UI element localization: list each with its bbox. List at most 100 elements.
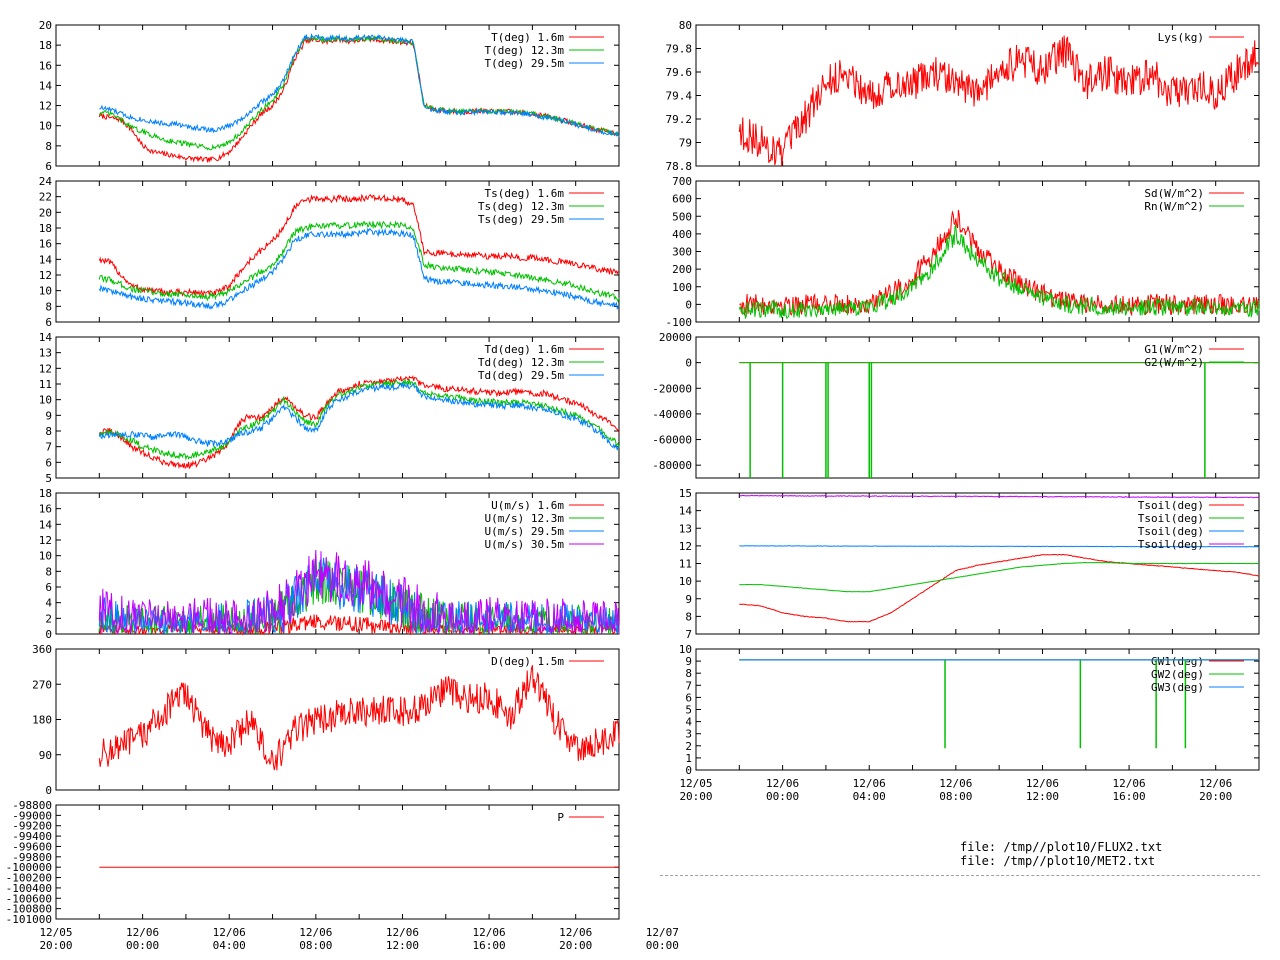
- y-tick-label: 79.6: [666, 66, 693, 79]
- y-tick-label: 10: [679, 575, 692, 588]
- series-line: [739, 494, 1260, 499]
- chart-lys: 78.8 79 79.2 79.4 79.6 79.8 80 Lys(kg): [666, 19, 1260, 173]
- chart-temp: 6 8 10 12 14 16 18 20 T(deg) 1.6mT(deg) 12.3mT(d…: [39, 19, 620, 173]
- chart-frame: [55, 648, 620, 791]
- legend-label: Tsoil(deg): [1138, 499, 1204, 512]
- chart-rad: -100 0 100 200 300 400 500 600 700 Sd(W/m^2)Rn(W/…: [666, 175, 1260, 329]
- legend-label: Sd(W/m^2): [1144, 187, 1204, 200]
- legend-label: GW3(deg): [1151, 681, 1204, 694]
- y-tick-label: 10: [39, 285, 52, 298]
- series-line: [98, 375, 620, 470]
- chart-frame: [55, 336, 620, 479]
- y-tick-label: -100200: [6, 872, 52, 885]
- y-tick-label: 180: [32, 714, 52, 727]
- chart-frame: [55, 492, 620, 635]
- x-tick-label: 12/06 04:00: [853, 777, 886, 803]
- y-tick-label: 11: [39, 378, 52, 391]
- chart-winddir: 0 90 180 270 360 D(deg) 1.5m: [32, 643, 620, 797]
- y-tick-label: -99400: [12, 830, 52, 843]
- y-tick-label: 700: [672, 175, 692, 188]
- y-tick-label: -100800: [6, 903, 52, 916]
- legend-label: T(deg) 29.5m: [485, 57, 565, 70]
- y-tick-label: 1: [685, 752, 692, 765]
- legend-label: Tsoil(deg): [1138, 512, 1204, 525]
- y-tick-label: 7: [45, 441, 52, 454]
- y-tick-label: 18: [39, 487, 52, 500]
- legend-label: D(deg) 1.5m: [491, 655, 564, 668]
- file-label-flux: file: /tmp//plot10/FLUX2.txt: [960, 840, 1163, 854]
- y-tick-label: 12: [39, 269, 52, 282]
- series-line: [739, 545, 1260, 548]
- y-tick-label: -101000: [6, 913, 52, 926]
- y-tick-label: 2: [45, 612, 52, 625]
- y-tick-label: 24: [39, 175, 53, 188]
- y-tick-label: 9: [685, 655, 692, 668]
- y-tick-label: 14: [39, 79, 53, 92]
- y-tick-label: 79.2: [666, 113, 693, 126]
- y-tick-label: 6: [45, 456, 52, 469]
- x-tick-label: 12/05 20:00: [39, 926, 72, 952]
- separator-dashed-line: [660, 875, 1260, 876]
- legend-label: Td(deg) 1.6m: [485, 343, 565, 356]
- chart-frame: [55, 24, 620, 167]
- legend-label: G1(W/m^2): [1144, 343, 1204, 356]
- y-tick-label: 10: [39, 120, 52, 133]
- legend-label: U(m/s) 1.6m: [491, 499, 564, 512]
- y-tick-label: 8: [45, 300, 52, 313]
- y-tick-label: 10: [39, 550, 52, 563]
- y-tick-label: -99000: [12, 809, 52, 822]
- y-tick-label: 5: [45, 472, 52, 485]
- x-tick-label: 12/07 00:00: [646, 926, 679, 952]
- y-tick-label: 6: [45, 316, 52, 329]
- y-tick-label: -99800: [12, 851, 52, 864]
- legend-label: T(deg) 12.3m: [485, 44, 565, 57]
- x-tick-label: 12/05 20:00: [679, 777, 712, 803]
- y-tick-label: -100000: [6, 861, 52, 874]
- y-tick-label: 14: [39, 331, 53, 344]
- y-tick-label: 8: [45, 140, 52, 153]
- legend-label: Td(deg) 12.3m: [478, 356, 564, 369]
- y-tick-label: 6: [685, 691, 692, 704]
- x-tick-label: 12/06 12:00: [1026, 777, 1059, 803]
- y-tick-label: 79: [679, 137, 692, 150]
- y-tick-label: 80: [679, 19, 692, 32]
- legend-label: T(deg) 1.6m: [491, 31, 564, 44]
- y-tick-label: 2: [685, 740, 692, 753]
- y-tick-label: 8: [45, 425, 52, 438]
- y-tick-label: 13: [39, 347, 52, 360]
- x-tick-label: 12/06 00:00: [126, 926, 159, 952]
- y-tick-label: 7: [685, 628, 692, 641]
- legend-label: Tsoil(deg): [1138, 538, 1204, 551]
- y-tick-label: 4: [45, 597, 52, 610]
- y-tick-label: -60000: [652, 434, 692, 447]
- y-tick-label: 20000: [659, 331, 692, 344]
- legend-label: U(m/s) 12.3m: [485, 512, 565, 525]
- y-tick-label: 12: [679, 540, 692, 553]
- series-line: [739, 553, 1260, 623]
- file-label-met: file: /tmp//plot10/MET2.txt: [960, 854, 1156, 868]
- legend-label: GW2(deg): [1151, 668, 1204, 681]
- y-tick-label: -99600: [12, 840, 52, 853]
- y-tick-label: 10: [679, 643, 692, 656]
- y-tick-label: -99200: [12, 820, 52, 833]
- series-line: [98, 549, 620, 636]
- series-line: [98, 193, 620, 298]
- x-tick-label: 12/06 08:00: [299, 926, 332, 952]
- y-tick-label: -98800: [12, 799, 52, 812]
- y-tick-label: 600: [672, 193, 692, 206]
- legend-label: Tsoil(deg): [1138, 525, 1204, 538]
- x-tick-label: 12/06 00:00: [766, 777, 799, 803]
- y-tick-label: 16: [39, 503, 52, 516]
- y-tick-label: 14: [679, 505, 693, 518]
- x-tick-label: 12/06 20:00: [1199, 777, 1232, 803]
- x-tick-label: 12/06 20:00: [559, 926, 592, 952]
- y-tick-label: 14: [39, 253, 53, 266]
- chart-frame: [55, 180, 620, 323]
- legend-label: P: [557, 811, 564, 824]
- series-line: [98, 382, 620, 451]
- series-line: [99, 33, 620, 138]
